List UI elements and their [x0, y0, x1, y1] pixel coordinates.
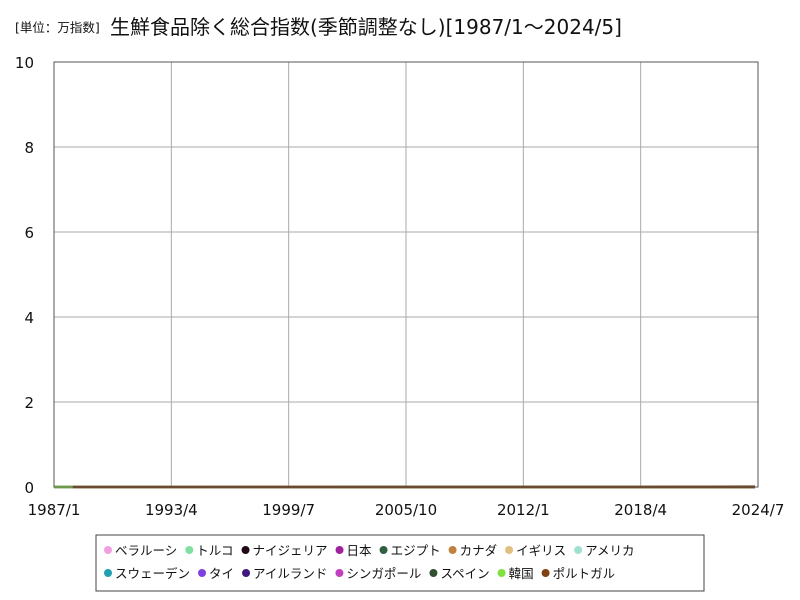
- x-tick-label: 2024/7: [732, 501, 785, 519]
- x-tick-label: 1993/4: [145, 501, 198, 519]
- plot-area: [53, 61, 759, 488]
- legend-label: タイ: [209, 566, 234, 581]
- y-tick-label: 2: [24, 394, 34, 412]
- legend-label: スウェーデン: [115, 566, 190, 581]
- legend-marker: [185, 546, 194, 554]
- legend-marker: [505, 546, 514, 554]
- legend-marker: [335, 546, 344, 554]
- legend-marker: [429, 569, 438, 577]
- y-tick-label: 10: [15, 54, 34, 72]
- x-tick-label: 2012/1: [497, 501, 550, 519]
- legend-marker: [241, 546, 250, 554]
- legend-marker: [541, 569, 550, 577]
- x-tick-label: 2018/4: [614, 501, 667, 519]
- x-axis-ticks: 1987/1 1993/4 1999/7 2005/10 2012/1 2018/4 202…: [28, 501, 785, 519]
- y-axis-ticks: 0 2 4 6 8 10: [15, 54, 34, 497]
- legend-label: アメリカ: [585, 543, 634, 558]
- y-tick-label: 6: [24, 224, 34, 242]
- legend-label: イギリス: [516, 543, 566, 558]
- legend-label: 韓国: [509, 566, 534, 581]
- legend-marker: [198, 569, 207, 577]
- legend-label: アイルランド: [253, 566, 327, 581]
- x-tick-label: 1987/1: [28, 501, 81, 519]
- x-tick-label: 2005/10: [375, 501, 437, 519]
- legend-marker: [448, 546, 457, 554]
- legend-label: ナイジェリア: [253, 543, 328, 558]
- legend-box: [95, 534, 705, 592]
- y-tick-label: 4: [24, 309, 34, 327]
- legend-marker: [497, 569, 506, 577]
- legend-marker: [104, 546, 112, 554]
- legend-label: スペイン: [440, 566, 489, 581]
- y-tick-label: 0: [24, 479, 34, 497]
- unit-label: [単位：万指数]: [15, 20, 100, 35]
- y-tick-label: 8: [24, 139, 34, 157]
- legend-marker: [335, 569, 344, 577]
- legend-label: 日本: [347, 543, 373, 558]
- legend-label: エジプト: [391, 543, 441, 558]
- legend-label: ポルトガル: [553, 566, 616, 581]
- legend-marker: [104, 569, 112, 577]
- x-tick-label: 1999/7: [262, 501, 315, 519]
- chart-title: 生鮮食品除く総合指数(季節調整なし)[1987/1～2024/5]: [110, 15, 622, 39]
- legend-label: ベラルーシ: [115, 543, 177, 558]
- grid: [53, 61, 759, 488]
- legend-label: シンガポール: [346, 566, 421, 581]
- legend-label: カナダ: [460, 543, 498, 558]
- legend-marker: [574, 546, 583, 554]
- legend-label: トルコ: [196, 543, 233, 558]
- legend-marker: [242, 569, 251, 577]
- legend-marker: [379, 546, 388, 554]
